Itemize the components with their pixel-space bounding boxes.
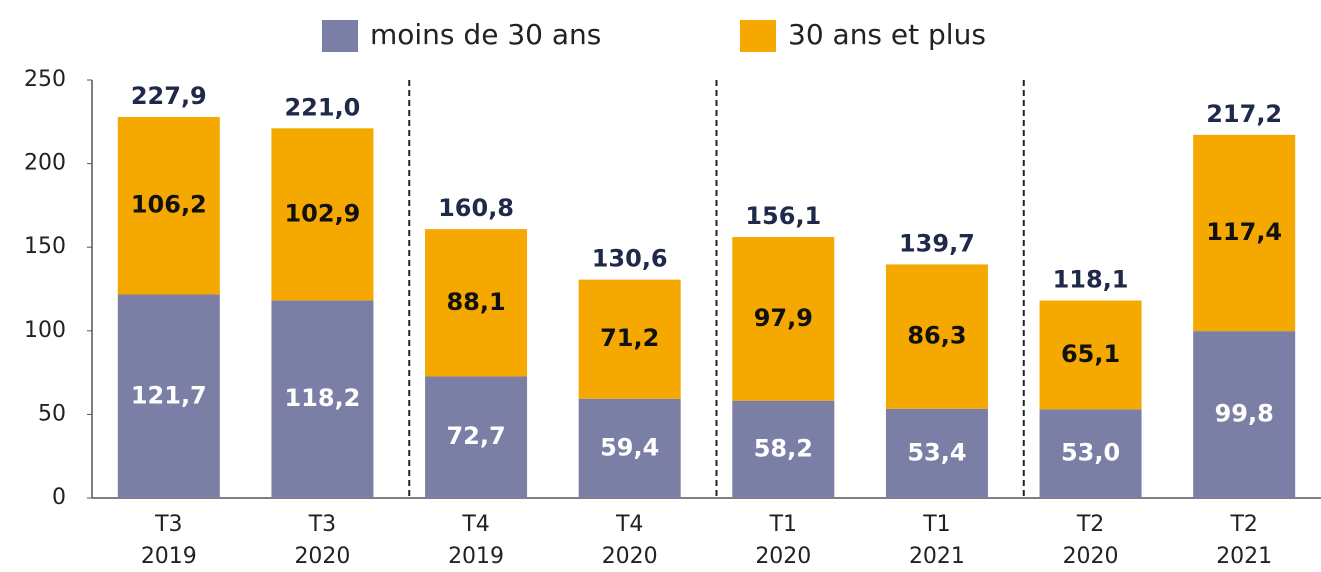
- bar-segment: [1193, 134, 1296, 332]
- data-label: 71,2: [600, 324, 659, 352]
- data-label: 97,9: [754, 304, 813, 332]
- x-tick-label: 2021: [1216, 544, 1272, 569]
- y-tick-label: 100: [24, 318, 66, 343]
- data-label: 88,1: [446, 288, 505, 316]
- y-tick-label: 0: [52, 485, 66, 510]
- bar-segment: [1039, 409, 1142, 498]
- bar-segment: [885, 264, 988, 409]
- bar-segment: [425, 229, 528, 377]
- x-tick-label: 2020: [755, 544, 811, 569]
- x-tick-label: T3: [154, 512, 182, 537]
- x-tick-label: T3: [308, 512, 336, 537]
- data-label: 121,7: [131, 381, 207, 409]
- data-label: 53,0: [1061, 439, 1120, 467]
- data-label: 58,2: [754, 434, 813, 462]
- total-label: 160,8: [438, 194, 514, 222]
- x-tick-label: T2: [1076, 512, 1104, 537]
- y-tick-label: 250: [24, 67, 66, 92]
- total-label: 156,1: [745, 202, 821, 230]
- x-tick-label: 2019: [141, 544, 197, 569]
- legend-swatch: [322, 20, 358, 52]
- x-tick-label: 2020: [602, 544, 658, 569]
- bar-segment: [578, 398, 681, 498]
- bar-segment: [271, 128, 374, 301]
- bar-segment: [425, 376, 528, 498]
- data-label: 53,4: [907, 438, 966, 466]
- bar-segment: [1039, 300, 1142, 410]
- bar-segment: [1193, 331, 1296, 498]
- data-label: 106,2: [131, 191, 207, 219]
- bar-segment: [885, 408, 988, 498]
- bar-segment: [117, 294, 220, 498]
- data-label: 118,2: [284, 384, 360, 412]
- y-tick-label: 200: [24, 151, 66, 176]
- data-label: 102,9: [284, 199, 360, 227]
- x-tick-label: T4: [615, 512, 643, 537]
- data-label: 86,3: [907, 322, 966, 350]
- legend-swatch: [740, 20, 776, 52]
- y-tick-label: 50: [38, 401, 66, 426]
- data-label: 59,4: [600, 433, 659, 461]
- x-tick-label: T4: [461, 512, 489, 537]
- x-tick-label: 2021: [909, 544, 965, 569]
- data-label: 65,1: [1061, 340, 1120, 368]
- x-tick-label: T1: [922, 512, 950, 537]
- x-tick-label: T1: [769, 512, 797, 537]
- legend-label: 30 ans et plus: [788, 18, 986, 51]
- y-tick-label: 150: [24, 234, 66, 259]
- total-label: 227,9: [131, 82, 207, 110]
- data-label: 99,8: [1215, 400, 1274, 428]
- bar-segment: [578, 279, 681, 399]
- x-tick-label: T2: [1229, 512, 1257, 537]
- total-label: 221,0: [284, 93, 360, 121]
- x-tick-label: 2019: [448, 544, 504, 569]
- bar-segment: [732, 237, 835, 401]
- bar-segment: [732, 400, 835, 498]
- total-label: 217,2: [1206, 100, 1282, 128]
- total-label: 118,1: [1053, 266, 1129, 294]
- total-label: 130,6: [592, 245, 668, 273]
- bar-segment: [271, 300, 374, 498]
- legend-label: moins de 30 ans: [370, 18, 601, 51]
- total-label: 139,7: [899, 229, 975, 257]
- data-label: 72,7: [446, 422, 505, 450]
- x-tick-label: 2020: [1063, 544, 1119, 569]
- bar-segment: [117, 116, 220, 295]
- x-tick-label: 2020: [294, 544, 350, 569]
- data-label: 117,4: [1206, 218, 1282, 246]
